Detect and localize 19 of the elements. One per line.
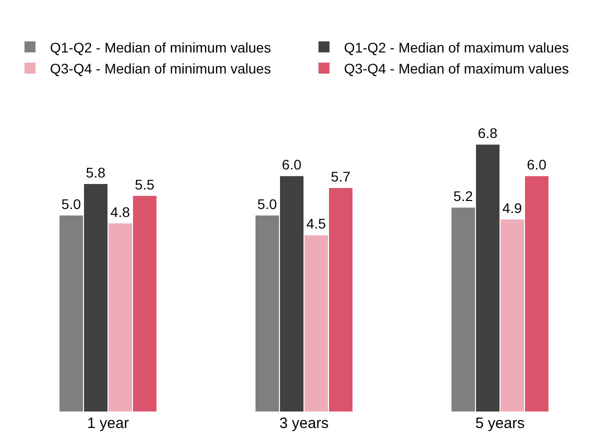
data-label: 4.8 — [110, 204, 130, 220]
data-label: 4.9 — [502, 200, 522, 216]
data-label: 5.0 — [257, 196, 278, 212]
data-label: 5.5 — [134, 176, 155, 192]
x-tick-label: 3 years — [279, 415, 329, 432]
data-label: 6.0 — [282, 156, 302, 173]
data-label: 4.5 — [306, 216, 326, 232]
data-label: 6.8 — [478, 125, 498, 142]
x-tick-label: 1 year — [87, 415, 129, 432]
data-label: 5.7 — [330, 168, 351, 184]
data-label: 6.0 — [526, 156, 547, 173]
legend-label: Q3-Q4 - Median of maximum values — [344, 60, 569, 77]
legend-label: Q3-Q4 - Median of minimum values — [50, 60, 271, 77]
data-label: 5.8 — [86, 164, 106, 180]
legend-label: Q1-Q2 - Median of minimum values — [50, 39, 271, 56]
data-label: 5.2 — [453, 188, 474, 204]
data-label: 5.0 — [61, 196, 82, 212]
x-tick-label: 5 years — [475, 415, 525, 432]
legend-label: Q1-Q2 - Median of maximum values — [344, 39, 569, 56]
